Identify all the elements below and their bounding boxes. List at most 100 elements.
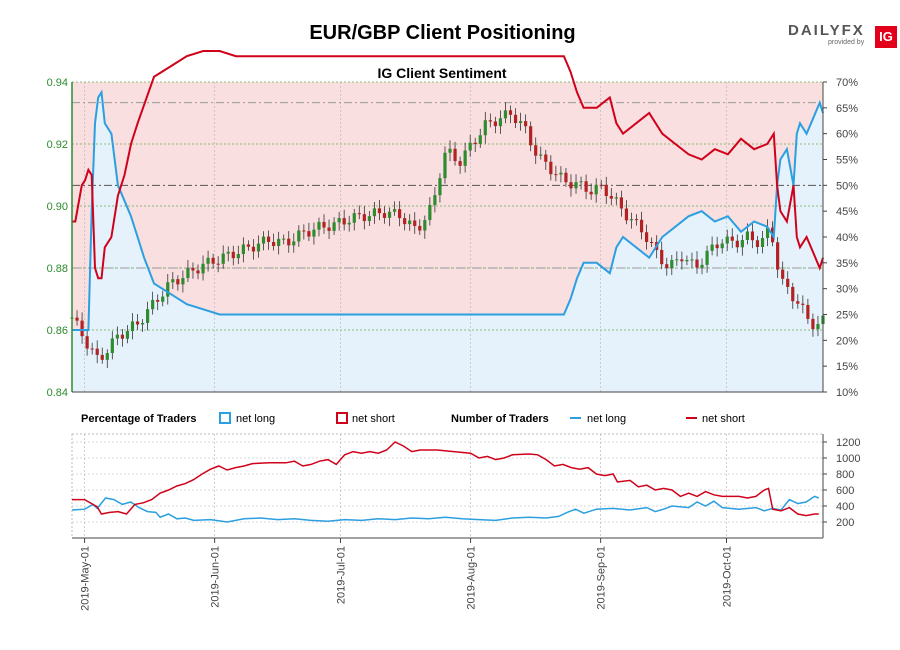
- candle-body: [483, 120, 487, 136]
- legend-pct-long-label: net long: [236, 413, 275, 425]
- candle-body: [251, 246, 256, 252]
- candle-body: [418, 225, 422, 231]
- candle: [90, 342, 94, 355]
- candle-body: [796, 301, 800, 304]
- right-tick-label-8: 50%: [836, 180, 858, 192]
- candle: [428, 197, 432, 226]
- candle-body: [720, 243, 724, 249]
- candle-body: [745, 231, 749, 240]
- candle-body: [156, 299, 160, 302]
- candle: [408, 214, 412, 231]
- candle: [297, 225, 301, 247]
- candle-body: [135, 321, 140, 325]
- candle: [534, 137, 538, 164]
- candle-body: [675, 259, 679, 261]
- legend: Percentage of Traders net long net short Nu…: [81, 412, 745, 425]
- candle: [130, 313, 135, 340]
- candle-body: [408, 220, 412, 225]
- candle: [619, 190, 623, 217]
- candle-body: [186, 268, 190, 279]
- candle-body: [392, 209, 397, 212]
- candle: [811, 313, 815, 337]
- candle-body: [100, 354, 104, 360]
- candle: [816, 315, 820, 337]
- candle: [670, 254, 674, 276]
- candle-body: [705, 250, 709, 265]
- candle-body: [765, 227, 770, 239]
- candle-body: [95, 348, 99, 355]
- candle: [579, 176, 583, 190]
- candle-body: [700, 264, 704, 268]
- bottom-tick-label-5: 1200: [836, 437, 860, 449]
- candle: [730, 228, 734, 249]
- candle: [513, 108, 518, 128]
- candle: [685, 255, 689, 266]
- right-tick-label-6: 40%: [836, 232, 858, 244]
- candle-body: [634, 219, 639, 221]
- legend-pct-short-swatch: [336, 412, 348, 424]
- candle: [201, 255, 205, 281]
- candle: [287, 231, 291, 253]
- candle: [156, 294, 160, 311]
- candle-body: [534, 145, 538, 156]
- candle: [443, 146, 447, 184]
- candle-body: [710, 244, 714, 251]
- candle: [539, 146, 543, 160]
- candle-body: [791, 286, 795, 302]
- candle-body: [665, 264, 669, 268]
- left-tick-label-5: 0.94: [47, 77, 68, 89]
- candle: [750, 223, 755, 249]
- candle: [418, 219, 422, 235]
- candle-body: [216, 263, 220, 265]
- legend-pct-short-label: net short: [352, 413, 395, 425]
- right-tick-label-0: 10%: [836, 387, 858, 399]
- candle: [403, 213, 407, 231]
- candle-body: [458, 161, 462, 166]
- candle-body: [524, 121, 528, 127]
- net-short-count-line: [72, 441, 819, 517]
- candle: [765, 219, 770, 247]
- candle: [639, 211, 644, 240]
- candle: [413, 212, 417, 234]
- candle-body: [695, 259, 699, 268]
- panel-title: IG Client Sentiment: [377, 65, 506, 81]
- left-tick-label-0: 0.84: [47, 387, 68, 399]
- candle-body: [599, 184, 603, 186]
- candle-body: [140, 322, 145, 325]
- right-tick-label-1: 15%: [836, 361, 858, 373]
- candle: [246, 240, 251, 251]
- bottom-tick-label-0: 200: [836, 517, 854, 529]
- candle: [161, 290, 165, 307]
- candle: [594, 178, 598, 203]
- candle: [362, 206, 366, 230]
- candle: [624, 200, 629, 225]
- candle: [186, 259, 190, 283]
- chart-title: EUR/GBP Client Positioning: [309, 22, 576, 44]
- x-tick-label-5: 2019-Oct-01: [722, 546, 734, 607]
- left-tick-label-1: 0.86: [47, 325, 68, 337]
- candle-body: [277, 238, 281, 247]
- x-tick-label-0: 2019-May-01: [80, 546, 92, 611]
- candle-body: [584, 181, 588, 192]
- candle: [337, 211, 341, 231]
- candle: [725, 229, 729, 251]
- candle-body: [781, 269, 785, 279]
- candle: [786, 271, 790, 295]
- candle: [518, 112, 523, 131]
- legend-number-title: Number of Traders: [451, 413, 549, 425]
- candle-body: [730, 236, 734, 241]
- candle-body: [292, 241, 296, 246]
- candle: [216, 256, 220, 273]
- candle-body: [261, 236, 266, 244]
- candle-body: [594, 184, 598, 195]
- candle-body: [317, 221, 321, 230]
- candle: [332, 217, 336, 235]
- candle: [266, 230, 271, 250]
- candle-body: [569, 182, 573, 189]
- candle-body: [513, 114, 518, 124]
- candle-body: [75, 317, 79, 321]
- candle: [468, 134, 472, 157]
- candle-body: [297, 230, 301, 242]
- candle-body: [574, 182, 578, 189]
